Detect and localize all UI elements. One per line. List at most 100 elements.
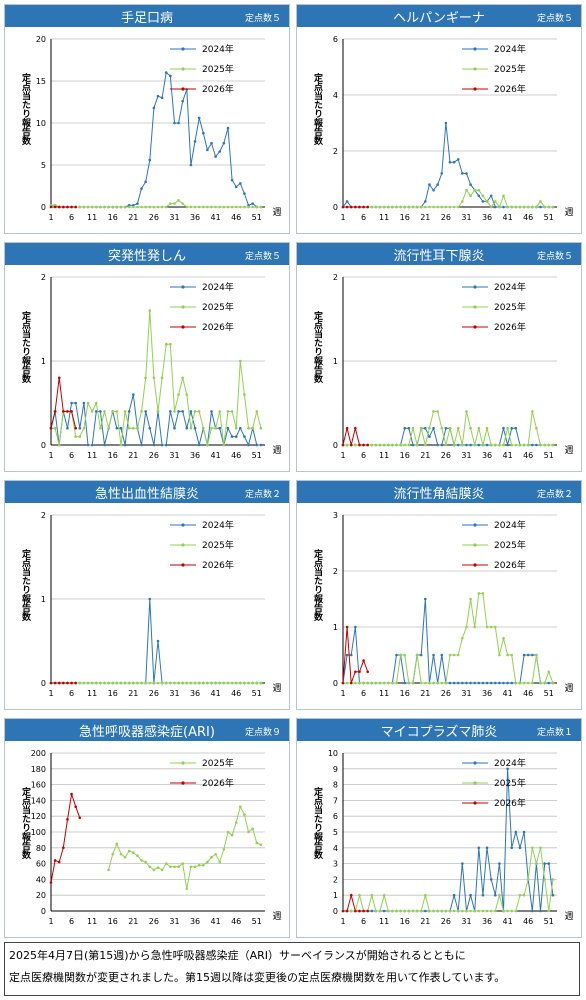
data-point	[502, 426, 505, 430]
series-line	[50, 394, 261, 447]
data-point	[498, 893, 501, 897]
x-tick-label: 16	[108, 689, 118, 698]
data-point	[345, 205, 349, 209]
data-point	[189, 681, 193, 685]
data-point	[411, 426, 415, 430]
y-tick-label: 20	[36, 35, 46, 44]
data-point	[115, 842, 119, 846]
x-tick-label: 21	[128, 689, 138, 698]
x-tick-label: 21	[420, 689, 430, 698]
y-axis-label: 定点当たり報告数	[20, 72, 32, 146]
data-point	[395, 653, 398, 657]
data-point	[144, 376, 147, 380]
data-point	[386, 909, 390, 913]
data-point	[230, 681, 234, 685]
data-point	[123, 205, 127, 209]
data-point	[382, 893, 386, 897]
data-point	[386, 205, 390, 209]
data-point	[173, 426, 176, 430]
data-point	[428, 909, 431, 913]
panel-header: 急性出血性結膜炎 定点数２	[5, 481, 289, 503]
data-point	[201, 426, 205, 430]
data-point	[115, 205, 119, 209]
data-point	[510, 846, 514, 850]
y-axis-label: 定点当たり報告数	[312, 786, 324, 860]
data-point	[436, 909, 439, 913]
data-point	[358, 670, 361, 674]
data-point	[395, 909, 398, 913]
data-point	[370, 681, 374, 685]
data-point	[160, 443, 164, 447]
data-point	[164, 681, 168, 685]
data-point	[218, 205, 222, 209]
data-point	[214, 205, 217, 209]
data-point	[111, 852, 115, 856]
data-point	[193, 205, 197, 209]
data-point	[53, 205, 57, 209]
data-point	[226, 426, 230, 430]
data-point	[119, 852, 123, 856]
data-point	[506, 426, 509, 430]
data-point	[156, 205, 160, 209]
data-point	[391, 205, 394, 209]
data-point	[259, 843, 263, 846]
data-point	[193, 865, 197, 869]
x-tick-label: 26	[149, 213, 159, 222]
data-point	[53, 426, 57, 430]
x-tick-label: 1	[340, 451, 345, 460]
x-tick-label: 16	[400, 213, 410, 222]
x-axis-unit: 週	[272, 207, 281, 218]
data-point	[239, 205, 242, 209]
data-point	[70, 401, 73, 405]
data-point	[173, 121, 176, 125]
data-point	[432, 205, 435, 209]
data-point	[210, 141, 213, 145]
data-point	[177, 198, 180, 202]
x-tick-label: 46	[231, 451, 241, 460]
data-point	[185, 681, 189, 685]
data-point	[493, 205, 497, 209]
data-point	[239, 359, 242, 363]
data-point	[57, 860, 61, 864]
data-point	[345, 653, 349, 657]
legend-label: 2026年	[202, 559, 234, 571]
data-point	[62, 681, 65, 685]
series-3	[49, 376, 77, 430]
data-point	[424, 909, 427, 913]
data-point	[469, 893, 472, 897]
data-point	[473, 909, 476, 913]
data-point	[465, 681, 468, 685]
data-point	[407, 681, 411, 685]
data-point	[70, 205, 73, 209]
data-point	[539, 846, 542, 850]
x-tick-label: 51	[544, 917, 554, 926]
data-point	[502, 194, 505, 198]
data-point	[354, 426, 357, 430]
data-point	[144, 180, 147, 184]
x-tick-label: 36	[190, 689, 200, 698]
data-point	[177, 393, 180, 396]
legend-marker	[181, 47, 185, 51]
x-tick-label: 31	[169, 451, 179, 460]
data-point	[247, 426, 250, 430]
chart-title: ヘルパンギーナ	[393, 11, 485, 26]
y-tick-label: 6	[333, 812, 338, 821]
data-point	[210, 205, 213, 209]
y-tick-label: 9	[333, 765, 338, 774]
chart-title: 流行性角結膜炎	[393, 487, 485, 502]
data-point	[201, 863, 205, 867]
data-point	[461, 636, 464, 640]
x-tick-label: 31	[461, 451, 471, 460]
data-point	[362, 443, 365, 447]
chart-panel-6: 流行性角結膜炎 定点数２ 0 1 2 3 1 6 11 16 21 26 31 36 41 46 51 週定点当た…	[296, 480, 582, 710]
data-point	[526, 205, 530, 209]
data-point	[111, 410, 115, 413]
data-point	[452, 653, 456, 657]
x-tick-label: 26	[441, 689, 451, 698]
data-point	[226, 126, 230, 130]
data-point	[74, 681, 77, 685]
data-point	[197, 443, 201, 447]
data-point	[119, 426, 123, 430]
